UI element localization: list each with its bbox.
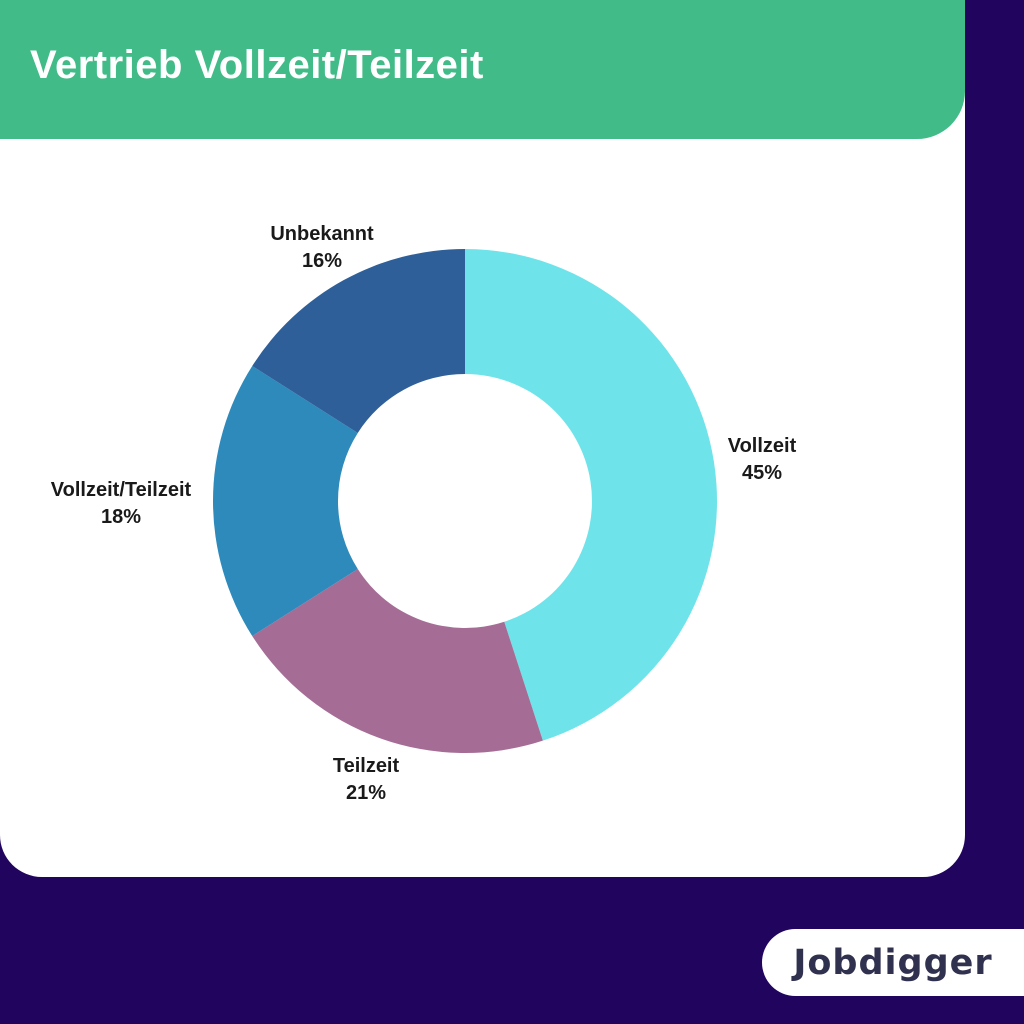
slice-percent: 16%: [301, 250, 343, 272]
slice-name: Unbekannt: [270, 223, 374, 245]
donut-slice-teilzeit: [252, 569, 543, 754]
slice-percent: 21%: [345, 782, 387, 804]
page-title: Vertrieb Vollzeit/Teilzeit: [30, 43, 484, 87]
slice-percent: 18%: [100, 506, 142, 528]
brand-logo-pill: Jobdigger: [762, 929, 1024, 996]
slice-name: Vollzeit: [727, 435, 797, 457]
slice-label-teilzeit: Teilzeit 21%: [333, 753, 399, 807]
donut-chart: [212, 249, 718, 754]
donut-slice-vollzeit-teilzeit: [212, 365, 358, 637]
slice-label-vollzeit: Vollzeit 45%: [728, 433, 797, 487]
slice-name: Vollzeit/Teilzeit: [50, 479, 192, 501]
slice-label-unbekannt: Unbekannt 16%: [270, 221, 373, 275]
donut-slice-vollzeit: [465, 249, 718, 741]
slice-name: Teilzeit: [332, 755, 400, 777]
slice-label-vollzeit-teilzeit: Vollzeit/Teilzeit 18%: [51, 477, 191, 531]
slice-percent: 45%: [741, 462, 783, 484]
jobdigger-logo: Jobdigger: [793, 942, 993, 983]
donut-slice-unbekannt: [252, 249, 465, 433]
header-bar: Vertrieb Vollzeit/Teilzeit: [0, 0, 965, 139]
